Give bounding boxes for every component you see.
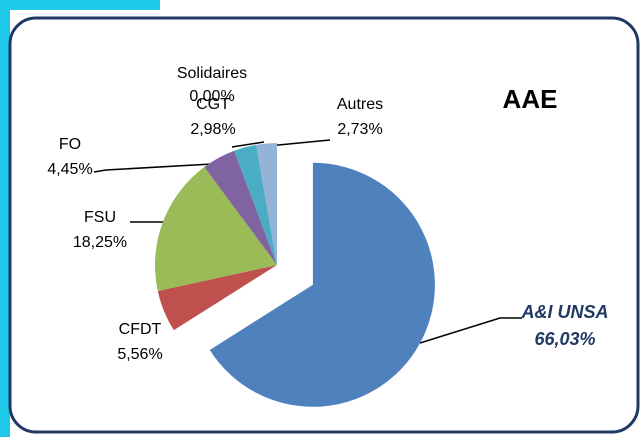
pie-slice xyxy=(256,143,277,265)
slice-label: FSU xyxy=(84,209,116,226)
leader-line xyxy=(419,317,522,344)
chart-title: AAE xyxy=(503,84,558,114)
slice-label: Autres xyxy=(337,96,383,113)
slice-value: 2,73% xyxy=(337,121,382,138)
slice-value: 0,00% xyxy=(189,88,234,105)
slice-label: CGT xyxy=(196,96,230,113)
slice-label: CFDT xyxy=(119,321,162,338)
slice-value: 4,45% xyxy=(47,161,92,178)
leader-line xyxy=(93,163,213,173)
pie-slice xyxy=(204,150,277,265)
slice-label: A&I UNSA xyxy=(520,302,608,322)
slice-value: 5,56% xyxy=(117,346,162,363)
pie-slice xyxy=(234,144,277,265)
pie-slice xyxy=(155,167,277,291)
slice-value: 66,03% xyxy=(534,329,595,349)
leader-line xyxy=(231,141,265,148)
pie-slice xyxy=(209,162,435,407)
slice-label: Solidaires xyxy=(177,65,247,82)
leader-line xyxy=(267,139,331,147)
slice-value: 2,98% xyxy=(190,121,235,138)
slice-value: 18,25% xyxy=(73,234,127,251)
pie-slice xyxy=(157,265,277,331)
slice-label: FO xyxy=(59,136,81,153)
